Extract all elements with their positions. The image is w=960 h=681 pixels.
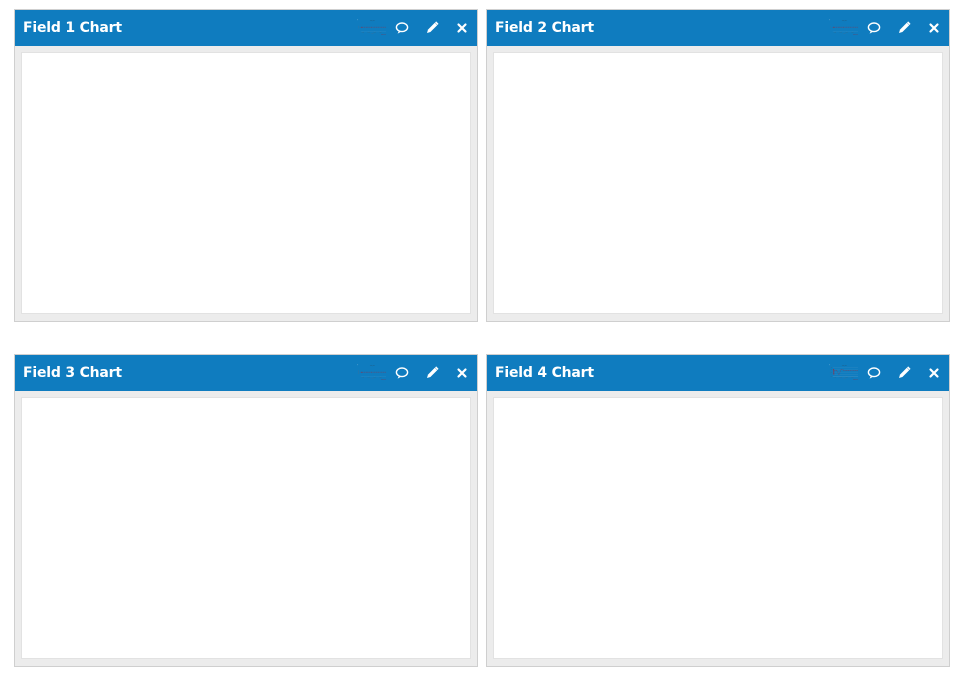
credit-label: ThingSpeak.com	[853, 33, 858, 35]
panel-title: Field 3 Chart	[23, 365, 122, 381]
chart-title: SHB_Test	[370, 364, 375, 367]
x-tick-label: 11:15	[846, 32, 849, 34]
panel-title: Field 4 Chart	[495, 365, 594, 381]
x-tick-label: 11:15	[846, 377, 849, 379]
x-tick-label: 11:15	[374, 32, 377, 34]
panel-body	[15, 46, 477, 321]
y-tick-label: −250	[830, 376, 833, 378]
chart-area	[21, 397, 471, 659]
comment-icon[interactable]	[859, 355, 889, 391]
external-link-icon[interactable]: SHB_Test 0 11:05 11:10 11:15 11:20 Date timeout…	[357, 355, 387, 391]
x-tick-label: 11:05	[362, 377, 365, 379]
chart-svg	[494, 53, 794, 203]
chart-area	[493, 52, 943, 314]
close-icon[interactable]	[919, 10, 949, 46]
comment-icon[interactable]	[387, 355, 417, 391]
y-tick-label: 0	[832, 26, 833, 28]
panel-body	[15, 391, 477, 666]
x-tick-label: 11:10	[368, 32, 371, 34]
chart-svg	[22, 53, 322, 203]
panel-title: Field 2 Chart	[495, 20, 594, 36]
close-icon[interactable]	[919, 355, 949, 391]
x-tick-label: 11:05	[834, 32, 837, 34]
x-tick-label: 11:05	[362, 32, 365, 34]
x-tick-label: 11:20	[379, 377, 382, 379]
chart-title: SHB_Test	[842, 364, 847, 367]
panel-header: Field 3 Chart SHB_Test 0 11:05 11:10 11:15 11…	[15, 355, 477, 391]
y-tick-label: 750	[831, 367, 833, 369]
external-link-icon[interactable]: SHB_Test 0 11:05 11:10 11:15 11:20 Date zaps Thi…	[829, 10, 859, 46]
panel-title: Field 1 Chart	[23, 20, 122, 36]
panel-header: Field 4 Chart SHB_Test 750 500 250 0 −250 11:0…	[487, 355, 949, 391]
y-axis-label: traffic	[357, 25, 360, 28]
chart-area	[493, 397, 943, 659]
credit-label: ThingSpeak.com	[381, 33, 386, 35]
field-3-chart-panel: Field 3 Chart SHB_Test 0 11:05 11:10 11:15 11…	[14, 354, 478, 667]
x-tick-label: 11:15	[374, 377, 377, 379]
y-tick-label: 250	[831, 371, 833, 373]
external-link-icon[interactable]: SHB_Test 0 11:05 11:10 11:15 11:20 Date traffic…	[357, 10, 387, 46]
credit-label: ThingSpeak.com	[381, 378, 386, 380]
field-1-chart-panel: Field 1 Chart SHB_Test 0 11:05 11:10 11:15 11…	[14, 9, 478, 322]
y-axis-label: zaps	[830, 26, 832, 29]
y-axis-label: battery	[829, 370, 832, 374]
comment-icon[interactable]	[859, 10, 889, 46]
y-tick-label: 500	[831, 369, 833, 371]
y-axis-label: timeouts	[357, 370, 360, 375]
y-tick-label: 0	[360, 371, 361, 373]
panel-body	[487, 46, 949, 321]
comment-icon[interactable]	[387, 10, 417, 46]
chart-title: SHB_Test	[370, 19, 375, 22]
y-tick-label: 0	[832, 374, 833, 376]
panel-header: Field 1 Chart SHB_Test 0 11:05 11:10 11:15 11…	[15, 10, 477, 46]
chart-title: SHB_Test	[842, 19, 847, 22]
pencil-icon[interactable]	[889, 10, 919, 46]
external-link-icon[interactable]: SHB_Test 750 500 250 0 −250 11:05 11:10 11:15 11:…	[829, 355, 859, 391]
x-tick-label: 11:05	[834, 377, 837, 379]
field-4-chart-panel: Field 4 Chart SHB_Test 750 500 250 0 −250 11:0…	[486, 354, 950, 667]
chart-svg	[22, 398, 322, 548]
y-tick-label: 0	[360, 26, 361, 28]
x-tick-label: 11:10	[368, 377, 371, 379]
close-icon[interactable]	[447, 355, 477, 391]
pencil-icon[interactable]	[417, 10, 447, 46]
credit-label: ThingSpeak.com	[853, 378, 858, 380]
x-tick-label: 11:20	[379, 32, 382, 34]
field-2-chart-panel: Field 2 Chart SHB_Test 0 11:05 11:10 11:15 11…	[486, 9, 950, 322]
panel-header: Field 2 Chart SHB_Test 0 11:05 11:10 11:15 11…	[487, 10, 949, 46]
panel-body	[487, 391, 949, 666]
pencil-icon[interactable]	[417, 355, 447, 391]
pencil-icon[interactable]	[889, 355, 919, 391]
x-tick-label: 11:10	[840, 32, 843, 34]
x-tick-label: 11:10	[840, 377, 843, 379]
close-icon[interactable]	[447, 10, 477, 46]
chart-area	[21, 52, 471, 314]
x-tick-label: 11:20	[851, 32, 854, 34]
chart-svg	[494, 398, 794, 548]
x-tick-label: 11:20	[851, 377, 854, 379]
